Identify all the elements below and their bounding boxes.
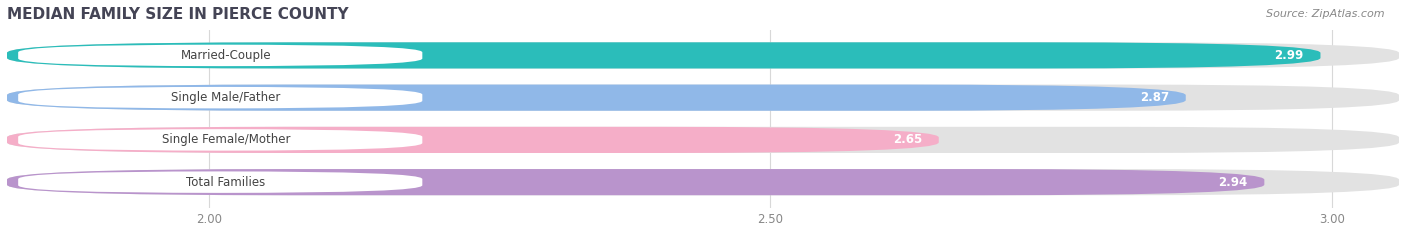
Text: 2.94: 2.94 xyxy=(1218,176,1247,189)
FancyBboxPatch shape xyxy=(18,45,422,66)
FancyBboxPatch shape xyxy=(18,129,422,151)
FancyBboxPatch shape xyxy=(7,169,1399,195)
FancyBboxPatch shape xyxy=(7,42,1320,69)
Text: Single Female/Mother: Single Female/Mother xyxy=(162,134,290,146)
FancyBboxPatch shape xyxy=(18,87,422,108)
FancyBboxPatch shape xyxy=(7,127,939,153)
Text: Source: ZipAtlas.com: Source: ZipAtlas.com xyxy=(1267,9,1385,19)
Text: MEDIAN FAMILY SIZE IN PIERCE COUNTY: MEDIAN FAMILY SIZE IN PIERCE COUNTY xyxy=(7,7,349,22)
FancyBboxPatch shape xyxy=(7,169,1264,195)
FancyBboxPatch shape xyxy=(18,171,422,193)
Text: 2.87: 2.87 xyxy=(1140,91,1168,104)
Text: Single Male/Father: Single Male/Father xyxy=(172,91,281,104)
Text: 2.65: 2.65 xyxy=(893,134,922,146)
FancyBboxPatch shape xyxy=(7,85,1185,111)
Text: Total Families: Total Families xyxy=(186,176,266,189)
FancyBboxPatch shape xyxy=(7,85,1399,111)
FancyBboxPatch shape xyxy=(7,42,1399,69)
FancyBboxPatch shape xyxy=(7,127,1399,153)
Text: Married-Couple: Married-Couple xyxy=(180,49,271,62)
Text: 2.99: 2.99 xyxy=(1274,49,1303,62)
